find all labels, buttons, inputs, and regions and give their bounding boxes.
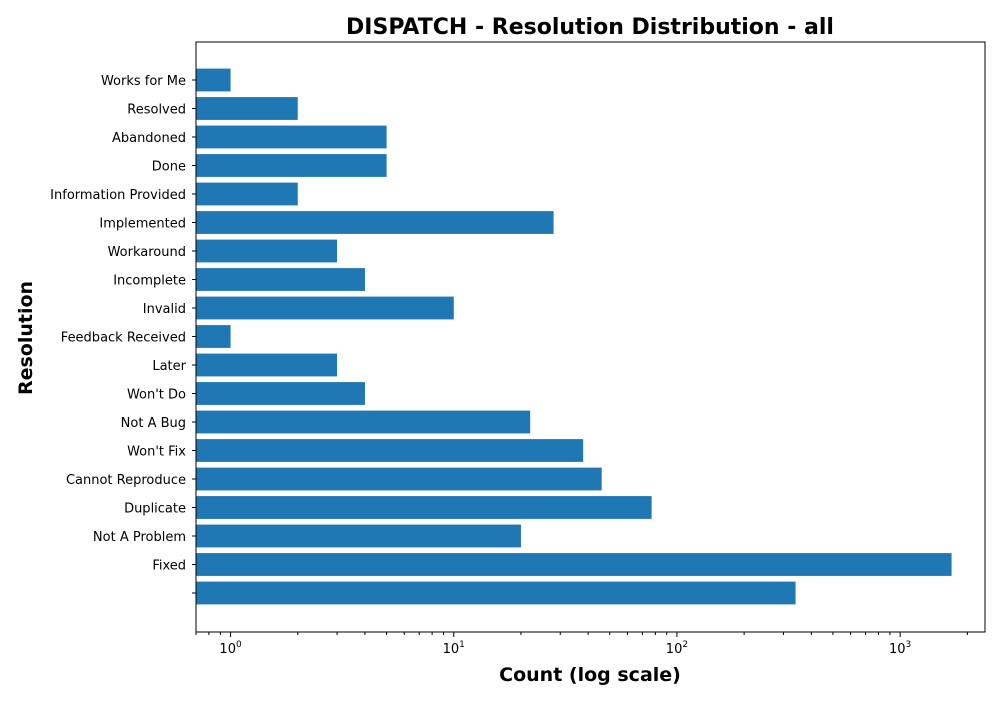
x-tick-label: 103 xyxy=(889,640,911,657)
bar-8 xyxy=(196,353,338,377)
y-tick-label: Cannot Reproduce xyxy=(66,473,186,488)
chart-title: DISPATCH - Resolution Distribution - all xyxy=(346,15,834,40)
y-tick-label: Done xyxy=(152,160,186,175)
bar-0 xyxy=(196,581,796,605)
y-tick-label: Later xyxy=(152,359,186,374)
bar-15 xyxy=(196,154,387,177)
x-tick-label: 101 xyxy=(443,640,465,657)
plot-frame xyxy=(195,41,986,633)
y-tick-label: Implemented xyxy=(99,217,186,232)
y-tick-label: Abandoned xyxy=(112,131,186,146)
y-tick-label: Won't Fix xyxy=(127,445,186,460)
y-tick-label: Invalid xyxy=(143,302,186,317)
y-tick-label: Works for Me xyxy=(101,74,186,89)
y-tick-label: Information Provided xyxy=(50,188,186,203)
y-tick-label: Incomplete xyxy=(113,274,186,289)
bar-4 xyxy=(196,467,602,491)
bar-10 xyxy=(196,296,454,320)
bar-3 xyxy=(196,496,652,519)
y-ticks-layer: Fixed Not A Problem Duplicate Cannot Reprod… xyxy=(50,74,196,594)
x-ticks-layer: 100 101 102 103 xyxy=(195,632,968,657)
y-tick-label: Duplicate xyxy=(124,502,186,517)
x-tick-label: 100 xyxy=(219,640,242,657)
bar-7 xyxy=(196,382,365,405)
bars-layer xyxy=(196,68,952,605)
x-axis-label: Count (log scale) xyxy=(499,664,681,686)
bar-17 xyxy=(196,97,298,120)
bar-13 xyxy=(196,211,554,234)
y-tick-label: Won't Do xyxy=(127,388,186,403)
y-tick-label: Workaround xyxy=(108,245,186,260)
y-axis-label: Resolution xyxy=(15,281,37,395)
y-tick-label: Feedback Received xyxy=(61,331,186,346)
x-tick-label: 102 xyxy=(666,640,688,657)
bar-5 xyxy=(196,439,584,462)
bar-9 xyxy=(196,325,231,348)
bar-2 xyxy=(196,524,521,548)
y-tick-label: Fixed xyxy=(152,559,186,574)
bar-14 xyxy=(196,182,298,206)
y-tick-label: Not A Bug xyxy=(121,416,186,431)
bar-1 xyxy=(196,553,952,576)
bar-11 xyxy=(196,268,365,291)
bar-6 xyxy=(196,410,531,434)
bar-12 xyxy=(196,239,338,263)
y-tick-label: Not A Problem xyxy=(93,530,186,545)
bar-18 xyxy=(196,68,231,92)
bar-16 xyxy=(196,125,387,149)
y-tick-label: Resolved xyxy=(127,103,186,118)
